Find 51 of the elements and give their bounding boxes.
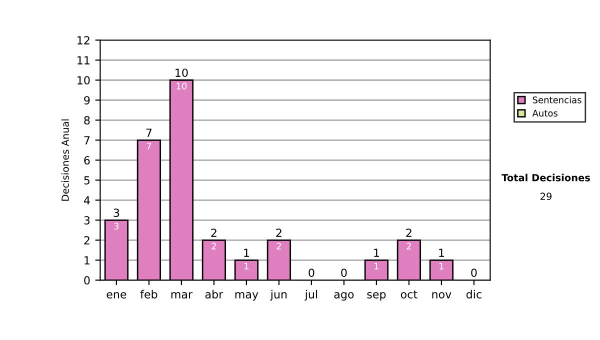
data-label: 7 bbox=[146, 142, 152, 150]
x-tick-label: nov bbox=[432, 292, 452, 298]
total-label: 2 bbox=[211, 228, 216, 237]
total-label: 2 bbox=[276, 228, 282, 237]
x-tick-label: jul bbox=[304, 290, 318, 301]
data-label: 3 bbox=[114, 222, 119, 230]
data-label: 10 bbox=[176, 82, 187, 90]
y-tick-label: 4 bbox=[84, 196, 90, 204]
total-label: 0 bbox=[308, 268, 314, 278]
x-tick-label: mar bbox=[171, 292, 193, 298]
data-label: 1 bbox=[440, 262, 444, 270]
y-axis-title: Decisiones Anual bbox=[61, 119, 69, 201]
y-tick-label: 11 bbox=[78, 56, 90, 64]
y-tick-label: 7 bbox=[84, 136, 90, 144]
x-tick-label: abr bbox=[205, 290, 224, 298]
text: 29 bbox=[540, 192, 552, 200]
total-label: 2 bbox=[406, 228, 412, 237]
y-tick-label: 8 bbox=[84, 116, 90, 125]
total-label: 7 bbox=[146, 128, 152, 137]
data-label: 1 bbox=[374, 262, 378, 270]
total-label: 10 bbox=[176, 68, 188, 77]
total-label: 0 bbox=[341, 268, 347, 278]
total-label: 1 bbox=[439, 248, 444, 257]
total-label: 3 bbox=[114, 208, 120, 217]
x-tick-label: may bbox=[235, 292, 258, 301]
x-tick-label: ene bbox=[106, 292, 126, 298]
data-label: 2 bbox=[276, 242, 281, 250]
text: Total Decisiones bbox=[502, 174, 590, 182]
y-tick-label: 6 bbox=[84, 156, 90, 165]
y-tick-label: 5 bbox=[84, 176, 90, 185]
x-tick-label: feb bbox=[140, 290, 158, 298]
x-tick-label: ago bbox=[334, 292, 354, 301]
y-tick-label: 0 bbox=[84, 276, 90, 285]
total-label: 0 bbox=[471, 268, 477, 278]
x-tick-label: sep bbox=[367, 292, 386, 301]
y-tick-label: 9 bbox=[84, 96, 90, 105]
legend-label: Autos bbox=[532, 110, 558, 117]
x-tick-label: oct bbox=[400, 290, 418, 298]
total-label: 1 bbox=[244, 248, 249, 257]
data-label: 2 bbox=[406, 242, 411, 250]
y-tick-label: 1 bbox=[84, 256, 90, 264]
data-label: 2 bbox=[212, 242, 216, 250]
y-tick-label: 12 bbox=[78, 36, 90, 44]
y-tick-label: 3 bbox=[84, 216, 90, 225]
y-tick-label: 10 bbox=[78, 76, 90, 85]
total-label: 1 bbox=[374, 248, 379, 257]
x-tick-label: dic bbox=[466, 290, 482, 298]
y-tick-label: 2 bbox=[84, 236, 90, 244]
x-tick-label: jun bbox=[270, 290, 287, 301]
data-label: 1 bbox=[244, 262, 248, 270]
legend-label: Sentencias bbox=[532, 96, 582, 104]
